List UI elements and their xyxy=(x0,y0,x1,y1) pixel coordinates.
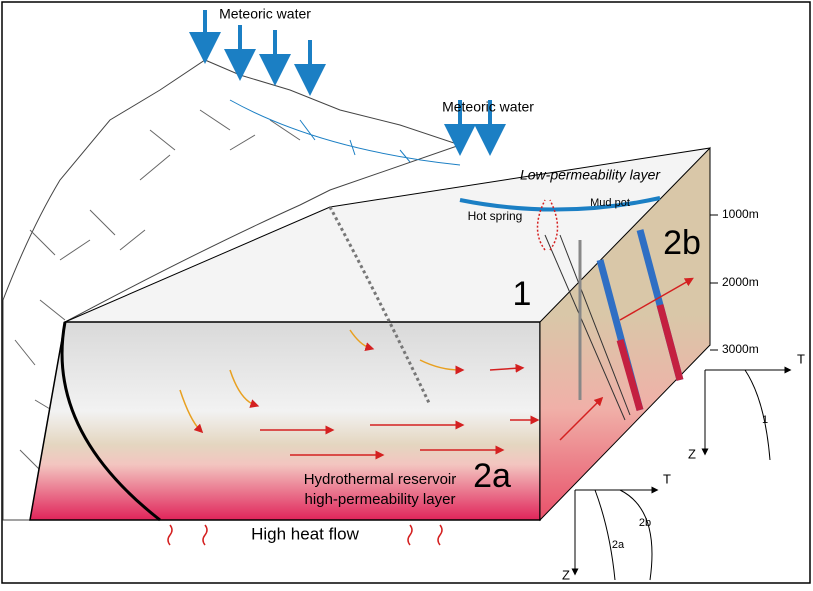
curve-label: 1 xyxy=(762,414,768,426)
curve-label: 2b xyxy=(639,517,651,529)
meteoric-water-label: Meteoric water xyxy=(219,6,311,22)
depth-label: 1000m xyxy=(722,207,759,221)
zone-label: 2a xyxy=(473,457,511,495)
block-front xyxy=(30,322,540,520)
layer-label: Low-permeability layer xyxy=(520,167,661,183)
mud-pot-label: Mud pot xyxy=(590,197,630,209)
axis-label: T xyxy=(797,351,805,366)
reservoir-label: high-permeability layer xyxy=(305,491,456,508)
heat-flow-label: High heat flow xyxy=(251,524,359,543)
axis-label: Z xyxy=(688,446,696,461)
meteoric-water-label: Meteoric water xyxy=(442,99,534,115)
profile-axes xyxy=(705,370,788,460)
zone-label: 1 xyxy=(513,275,532,313)
reservoir-label: Hydrothermal reservoir xyxy=(304,471,457,488)
profile-axes xyxy=(575,490,655,580)
hot-spring-label: Hot spring xyxy=(468,209,523,223)
axis-label: T xyxy=(663,471,671,486)
depth-ticks xyxy=(710,215,718,350)
diagram: Meteoric water Meteoric water Low-permea… xyxy=(0,0,813,586)
axis-label: Z xyxy=(562,567,570,582)
depth-label: 3000m xyxy=(722,342,759,356)
curve-label: 2a xyxy=(612,539,625,551)
depth-label: 2000m xyxy=(722,275,759,289)
zone-label: 2b xyxy=(663,224,701,262)
